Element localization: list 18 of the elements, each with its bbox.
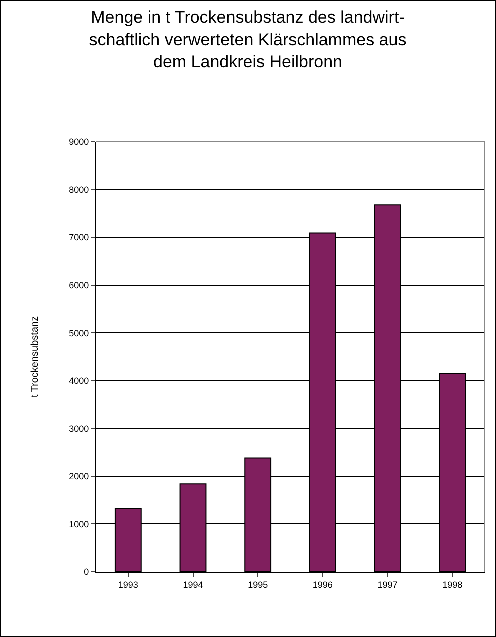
y-tick-label: 6000	[69, 280, 90, 290]
y-axis-title: t Trockensubstanz	[30, 316, 42, 398]
x-tick-label: 1996	[312, 580, 333, 590]
y-tick-label: 8000	[69, 184, 90, 195]
y-tick-label: 4000	[69, 376, 90, 386]
x-tick-label: 1995	[248, 580, 268, 590]
x-tick-label: 1993	[118, 580, 138, 590]
chart-title: Menge in t Trockensubstanz des landwirt- schaftlich verwerteten Klärschlammes aus dem Landkreis Heilbronn	[89, 8, 407, 72]
y-tick-label: 5000	[69, 328, 90, 338]
y-tick-label: 9000	[69, 137, 90, 148]
y-tick-label: 3000	[69, 424, 90, 434]
y-tick-label: 7000	[69, 232, 90, 243]
y-tick-label: 2000	[69, 472, 90, 482]
y-tick-label: 0	[84, 567, 90, 578]
y-tick-label: 1000	[69, 519, 90, 530]
x-tick-label: 1994	[183, 580, 204, 590]
x-tick-label: 1998	[442, 580, 463, 590]
x-tick-label: 1997	[378, 580, 398, 590]
